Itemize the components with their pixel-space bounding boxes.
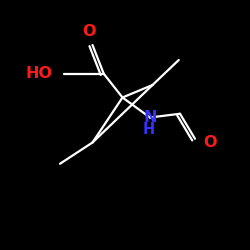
Text: O: O — [82, 24, 96, 39]
Text: H: H — [143, 122, 155, 138]
Text: HO: HO — [25, 66, 52, 81]
Text: N: N — [143, 110, 157, 126]
Text: O: O — [203, 135, 217, 150]
